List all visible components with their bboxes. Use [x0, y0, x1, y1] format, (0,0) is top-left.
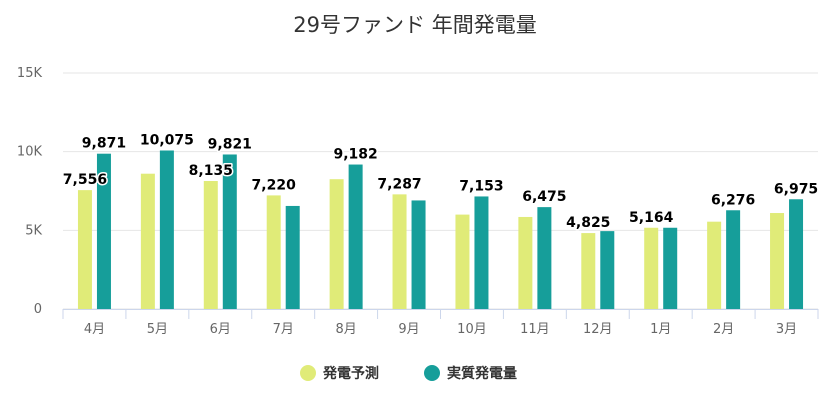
bar-forecast: [203, 181, 218, 309]
bar-forecast: [518, 216, 533, 309]
bar-actual: [474, 196, 489, 309]
y-tick-label: 10K: [17, 145, 43, 160]
legend-item-forecast[interactable]: 発電予測: [300, 365, 379, 382]
bar-actual: [411, 200, 426, 309]
bar-forecast: [140, 173, 155, 309]
data-label: 7,287: [377, 176, 421, 192]
x-tick-label: 6月: [210, 322, 231, 337]
data-label: 7,153: [459, 178, 503, 194]
data-label: 9,821: [208, 136, 252, 152]
bar-actual: [348, 164, 363, 309]
bar-forecast: [455, 214, 470, 309]
y-tick-label: 5K: [25, 223, 42, 238]
data-label: 6,276: [711, 192, 755, 208]
bar-actual: [600, 231, 615, 309]
bar-forecast: [581, 233, 596, 309]
chart-title: 29号ファンド 年間発電量: [293, 13, 536, 37]
x-tick-label: 2月: [713, 322, 734, 337]
legend[interactable]: 発電予測 実質発電量: [300, 365, 517, 382]
legend-item-actual[interactable]: 実質発電量: [424, 365, 517, 382]
bar-forecast: [644, 227, 659, 309]
x-tick-label: 9月: [398, 322, 419, 337]
x-tick-label: 7月: [273, 322, 294, 337]
data-labels: 7,556 9,871 10,075 8,135 9,821 7,220 9,1827,28…: [61, 131, 819, 233]
data-label: 6,975: [774, 181, 818, 197]
x-tick-label: 12月: [583, 322, 613, 337]
bar-actual: [96, 153, 111, 309]
x-tick-label: 11月: [520, 322, 550, 337]
x-tick-label: 3月: [776, 322, 797, 337]
bar-forecast: [770, 213, 785, 309]
data-label: 7,556: [63, 172, 107, 188]
data-label: 8,135: [189, 163, 233, 179]
x-tick-label: 5月: [147, 322, 168, 337]
bar-actual: [663, 227, 678, 309]
legend-marker: [424, 365, 440, 381]
data-label: 10,075: [140, 132, 194, 148]
x-tick-label: 4月: [84, 322, 105, 337]
x-tick-label: 8月: [335, 322, 356, 337]
data-label: 9,871: [82, 136, 126, 152]
x-tick-label: 10月: [457, 322, 487, 337]
bar-forecast: [77, 190, 92, 309]
y-tick-label: 0: [34, 302, 42, 317]
data-label: 6,475: [522, 189, 566, 205]
y-axis: 0 5K 10K 15K: [17, 66, 43, 317]
bar-actual: [159, 150, 174, 309]
bar-forecast: [329, 179, 344, 309]
bar-actual: [726, 210, 741, 309]
data-label: 5,164: [629, 210, 674, 226]
bar-actual: [537, 207, 552, 309]
x-axis: 4月 5月 6月 7月 8月 9月 10月 11月 12月 1月 2月 3月: [62, 309, 819, 337]
legend-label: 実質発電量: [447, 365, 517, 382]
bar-forecast: [707, 221, 722, 309]
x-tick-label: 1月: [650, 322, 671, 337]
data-label: 9,182: [333, 147, 377, 163]
bar-actual: [285, 205, 300, 309]
bar-actual: [789, 199, 804, 309]
data-label: 7,220: [252, 177, 297, 193]
bar-forecast: [266, 195, 281, 309]
data-label: 4,825: [566, 215, 610, 231]
bar-actual: [222, 154, 237, 309]
legend-label: 発電予測: [322, 365, 379, 382]
legend-marker: [300, 365, 316, 381]
y-tick-label: 15K: [17, 66, 43, 81]
bar-forecast: [392, 194, 407, 309]
bars: [77, 150, 804, 309]
grid: [63, 72, 818, 310]
